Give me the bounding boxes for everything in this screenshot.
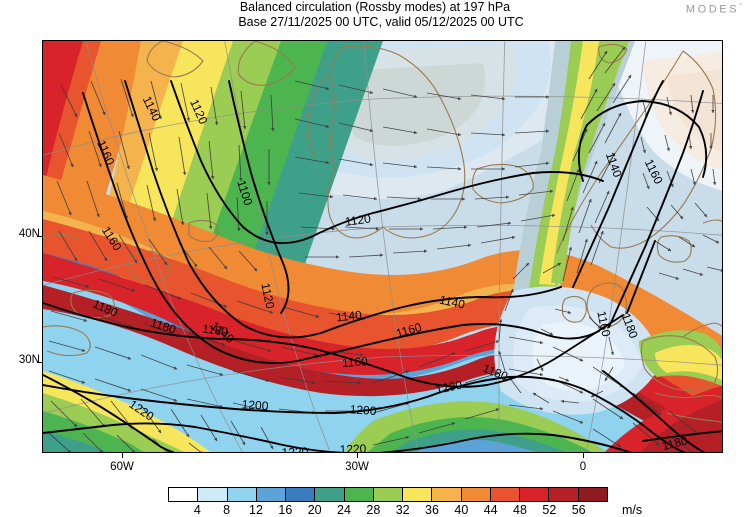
colorbar-tick-label: 48: [513, 503, 527, 517]
svg-text:1200: 1200: [349, 402, 377, 418]
svg-text:1200: 1200: [434, 378, 463, 397]
colorbar-segment: [520, 488, 550, 501]
y-axis-tick-label: 30N: [18, 354, 40, 366]
map-canvas: 1100110011201120112011201120112011401140…: [43, 41, 722, 453]
svg-text:1120: 1120: [344, 211, 372, 229]
colorbar-segment: [315, 488, 345, 501]
colorbar-tick-label: 8: [223, 503, 231, 517]
svg-text:1140: 1140: [438, 293, 466, 312]
colorbar-tick-label: 24: [337, 503, 351, 517]
svg-text:1160: 1160: [342, 354, 369, 370]
colorbar-tick-label: 16: [278, 503, 293, 517]
colorbar-segment: [169, 488, 199, 501]
colorbar-tick-label: 28: [366, 503, 381, 517]
colorbar-segment: [403, 488, 433, 501]
colorbar-tick-label: 32: [395, 503, 410, 517]
svg-text:1180: 1180: [201, 321, 229, 339]
colorbar-tick-label: 20: [307, 503, 322, 517]
colorbar-tick-label: 52: [542, 503, 557, 517]
colorbar-tick-label: 40: [454, 503, 469, 517]
colorbar-segment: [227, 488, 257, 501]
colorbar-tick-label: 56: [571, 503, 586, 517]
chart-subtitle: Base 27/11/2025 00 UTC, valid 05/12/2025…: [238, 15, 524, 29]
x-axis-tick-label: 60W: [110, 461, 134, 473]
x-axis-tick-mark: [357, 453, 359, 458]
chart-title-block: Balanced circulation (Rossby modes) at 1…: [0, 0, 750, 30]
colorbar-tick-label: 44: [483, 503, 498, 517]
y-axis-tick-label: 40N: [18, 228, 40, 240]
colorbar-segment: [286, 488, 316, 501]
colorbar-tick-label: 4: [193, 503, 201, 517]
geopotential-contours: [43, 80, 722, 452]
map-plot-area: 1100110011201120112011201120112011401140…: [42, 40, 723, 453]
colorbar-segment: [578, 488, 607, 501]
modes-logo: MODES°: [686, 3, 742, 16]
colorbar-segment: [373, 488, 404, 501]
svg-text:1180: 1180: [661, 433, 690, 453]
colorbar-segment: [549, 488, 579, 501]
colorbar-segment: [256, 488, 287, 501]
page-title: Balanced circulation (Rossby modes) at 1…: [239, 0, 511, 14]
x-axis-tick-label: 30W: [345, 461, 369, 473]
colorbar-tick-label: 36: [425, 503, 439, 517]
colorbar-segment: [461, 488, 491, 501]
colorbar-segment: [490, 488, 521, 501]
colorbar-units-label: m/s: [622, 503, 643, 517]
x-axis-tick-label: 0: [579, 461, 587, 473]
svg-text:1220: 1220: [281, 445, 308, 453]
y-axis-tick-mark: [37, 362, 42, 364]
svg-text:1160: 1160: [594, 310, 613, 338]
colorbar: [168, 487, 608, 502]
y-axis-tick-mark: [37, 236, 42, 238]
colorbar-segment: [344, 488, 374, 501]
x-axis-tick-mark: [583, 453, 585, 458]
colorbar-tick-label: 12: [249, 503, 263, 517]
svg-text:1160: 1160: [394, 320, 423, 341]
map-layers: 1100110011201120112011201120112011401140…: [43, 41, 722, 453]
svg-text:1120: 1120: [258, 282, 277, 310]
modes-logo-text: MODES: [685, 3, 740, 16]
svg-text:1220: 1220: [339, 442, 366, 453]
x-axis-tick-mark: [122, 453, 124, 458]
svg-text:1200: 1200: [241, 397, 269, 413]
modes-logo-mark: °: [739, 3, 742, 10]
colorbar-segment: [198, 488, 228, 501]
svg-text:1140: 1140: [335, 308, 362, 325]
colorbar-segment: [432, 488, 462, 501]
graticule: [43, 41, 722, 452]
